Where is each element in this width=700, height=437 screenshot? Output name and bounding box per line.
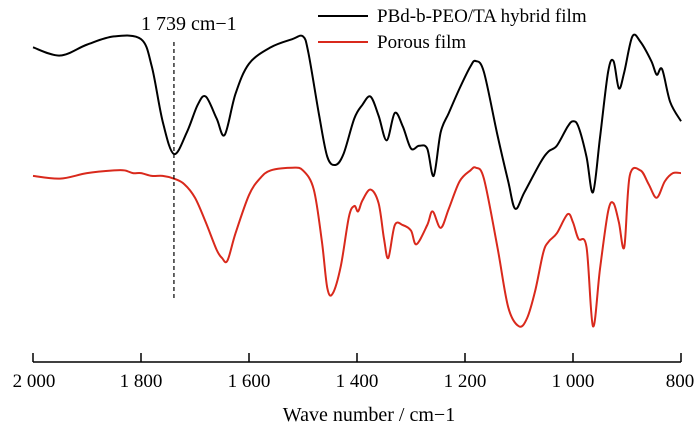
- annotation-label: 1 739 cm−1: [141, 13, 237, 35]
- x-tick-label: 1 400: [336, 371, 379, 392]
- x-axis-title: Wave number / cm−1: [283, 404, 455, 426]
- x-tick-label: 1 600: [228, 371, 271, 392]
- plot-area: [32, 33, 682, 328]
- x-tick-label: 2 000: [13, 371, 56, 392]
- x-tick-label: 1 200: [444, 371, 487, 392]
- series-porous-film-line: [32, 166, 682, 328]
- x-tick-label: 1 000: [552, 371, 595, 392]
- x-tick-label: 1 800: [120, 371, 163, 392]
- legend-label-hybrid-film: PBd-b-PEO/TA hybrid film: [377, 6, 587, 27]
- series-hybrid-film-line: [32, 33, 682, 210]
- legend-label-porous-film: Porous film: [377, 32, 466, 53]
- x-axis-ticks: 2 000 1 800 1 600 1 400 1 200 1 000 800: [13, 353, 695, 392]
- legend: PBd-b-PEO/TA hybrid film Porous film: [318, 6, 587, 53]
- x-tick-label: 800: [666, 371, 695, 392]
